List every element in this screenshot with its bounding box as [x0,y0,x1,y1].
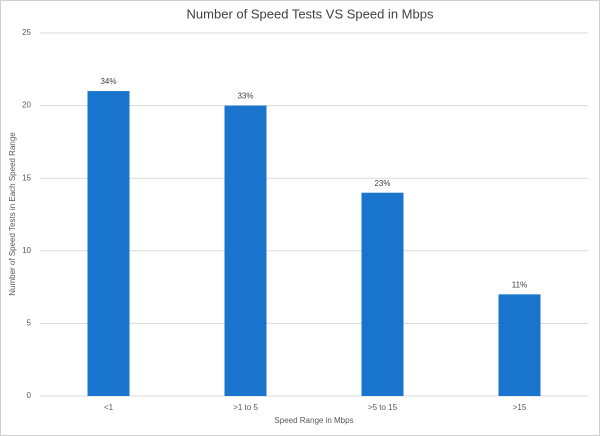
x-tick-label: >5 to 15 [368,403,398,412]
chart-title: Number of Speed Tests VS Speed in Mbps [187,6,434,21]
data-label: 11% [512,280,527,289]
y-tick-label: 0 [27,391,32,400]
y-tick-label: 10 [22,246,31,255]
y-tick-label: 15 [22,173,31,182]
bar [87,91,130,396]
bar [498,294,541,396]
data-label: 34% [100,77,116,86]
data-label: 33% [237,92,253,101]
bar [224,105,267,396]
x-tick-label: >1 to 5 [233,403,258,412]
y-axis-label: Number of Speed Tests in Each Speed Rang… [8,132,17,296]
y-tick-label: 5 [27,319,32,328]
x-tick-label: <1 [104,403,114,412]
bar [361,192,404,396]
x-tick-label: >15 [513,403,527,412]
y-tick-label: 25 [22,28,31,37]
y-tick-label: 20 [22,101,31,110]
data-label: 23% [374,179,390,188]
x-axis-label: Speed Range in Mbps [274,416,353,425]
